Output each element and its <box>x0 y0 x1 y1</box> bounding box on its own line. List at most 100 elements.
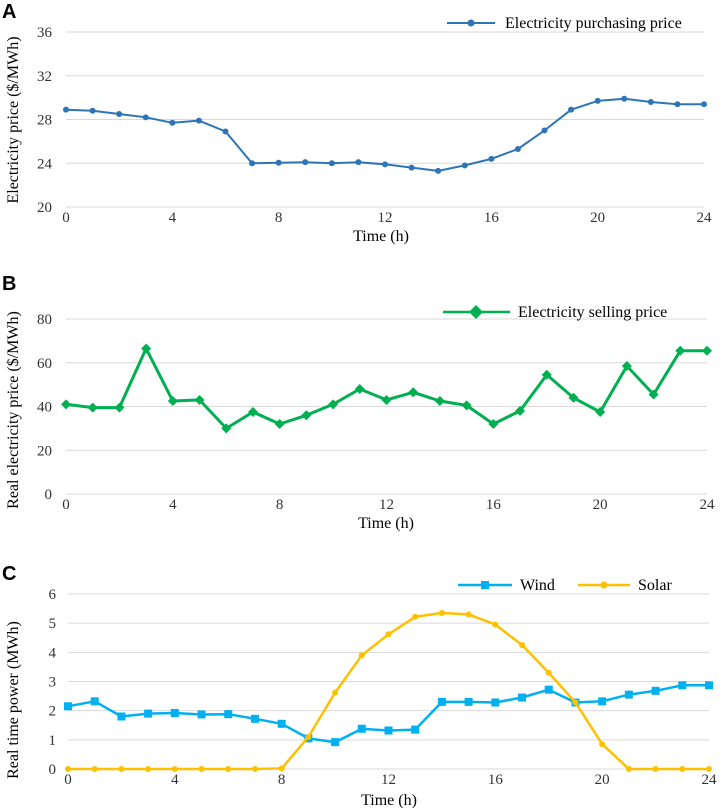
data-point-electricity-selling-price <box>675 345 686 356</box>
series-line-electricity-purchasing-price <box>65 97 704 172</box>
panel-a-ytick-label: 24 <box>37 156 53 172</box>
series-line-electricity-selling-price <box>65 347 707 430</box>
panel-b-grid <box>66 318 707 495</box>
legend-purchasing-label: Electricity purchasing price <box>505 15 682 32</box>
data-point-electricity-selling-price <box>141 343 152 354</box>
data-point-electricity-selling-price <box>194 394 205 405</box>
data-point-solar <box>65 766 71 772</box>
data-point-electricity-purchasing-price <box>89 107 96 114</box>
panel-a-ylabel: Electricity price ($/MWh) <box>5 36 22 203</box>
data-point-electricity-purchasing-price <box>222 128 229 135</box>
data-point-electricity-selling-price <box>61 399 71 410</box>
legend-solar-swatch-marker <box>600 581 608 589</box>
data-point-electricity-purchasing-price <box>488 155 495 162</box>
data-point-solar <box>465 611 472 618</box>
panel-a-xlabel: Time (h) <box>353 228 409 245</box>
panel-c-legend: Wind Solar <box>458 577 672 594</box>
panel-a-series <box>63 95 707 174</box>
panel-a-ytick-label: 36 <box>37 25 53 41</box>
data-point-solar <box>438 609 445 616</box>
panel-b-ytick-label: 20 <box>37 443 52 459</box>
data-point-solar <box>572 699 579 706</box>
panel-b-xtick-label: 8 <box>276 497 284 513</box>
data-point-wind <box>170 709 179 717</box>
data-point-electricity-selling-price <box>221 423 232 434</box>
data-point-solar <box>412 613 419 620</box>
panel-c-ytick-label: 0 <box>49 762 57 778</box>
data-point-electricity-selling-price <box>648 389 659 400</box>
data-point-wind <box>197 710 206 719</box>
data-point-electricity-selling-price <box>434 396 445 407</box>
panel-b-ytick-label: 60 <box>37 356 52 372</box>
panel-a-xtick-label: 12 <box>378 210 393 226</box>
data-point-electricity-selling-price <box>461 400 472 411</box>
data-point-electricity-selling-price <box>541 369 552 380</box>
data-point-electricity-selling-price <box>381 394 392 405</box>
data-point-electricity-selling-price <box>408 387 419 398</box>
legend-purchasing-swatch-marker <box>467 19 475 27</box>
data-point-wind <box>437 697 446 706</box>
data-point-electricity-purchasing-price <box>541 127 548 134</box>
panel-c-xlabel: Time (h) <box>361 792 417 808</box>
data-point-wind <box>331 738 340 747</box>
panel-c-ytick-label: 3 <box>49 675 57 691</box>
panel-c-xtick-label: 20 <box>595 772 610 788</box>
data-point-wind <box>64 702 72 711</box>
panel-a-grid <box>66 31 704 208</box>
data-point-electricity-purchasing-price <box>674 101 681 108</box>
data-point-wind <box>250 714 259 723</box>
panel-c-xtick-label: 8 <box>278 772 286 788</box>
data-point-solar <box>251 766 258 772</box>
data-point-electricity-purchasing-price <box>647 99 654 105</box>
panel-b-xtick-label: 24 <box>700 497 716 513</box>
panel-a-xtick-label: 24 <box>697 210 713 226</box>
panel-c-ylabel: Real time power (MWh) <box>5 621 22 779</box>
panel-c-letter: C <box>2 563 16 585</box>
panel-a-xtick-label: 4 <box>169 210 177 226</box>
data-point-electricity-purchasing-price <box>568 106 575 113</box>
panel-c-xtick-label: 24 <box>702 772 718 788</box>
data-point-solar <box>652 766 659 772</box>
data-point-electricity-selling-price <box>515 405 526 416</box>
panel-a-xtick-label: 8 <box>275 210 283 226</box>
data-point-wind <box>117 712 126 721</box>
data-point-electricity-selling-price <box>328 399 339 410</box>
data-point-electricity-purchasing-price <box>621 95 628 102</box>
data-point-solar <box>171 766 178 772</box>
data-point-solar <box>198 766 205 772</box>
data-point-electricity-selling-price <box>87 402 98 413</box>
panel-b-xticks: 0 4 8 12 16 20 24 <box>62 497 715 513</box>
panel-c-ytick-label: 2 <box>49 704 57 720</box>
panel-a-ytick-label: 20 <box>37 200 52 216</box>
panel-a-letter: A <box>2 1 16 23</box>
data-point-wind <box>357 724 366 733</box>
data-point-electricity-purchasing-price <box>63 106 69 113</box>
data-point-electricity-purchasing-price <box>328 160 335 167</box>
panel-b: B 0 20 40 60 80 0 4 8 12 16 20 24 Time (h) Real el… <box>2 273 715 532</box>
data-point-solar <box>385 631 392 638</box>
data-point-wind <box>144 709 153 718</box>
legend-solar-label: Solar <box>638 577 672 594</box>
data-point-wind <box>411 725 420 734</box>
data-point-solar <box>358 652 365 659</box>
panel-b-yticks: 0 20 40 60 80 <box>37 312 52 503</box>
panel-a-xtick-label: 0 <box>62 210 70 226</box>
panel-b-xtick-label: 0 <box>62 497 70 513</box>
panel-a-xticks: 0 4 8 12 16 20 24 <box>62 210 712 226</box>
data-point-solar <box>492 621 499 628</box>
panel-c-yticks: 0 1 2 3 4 5 6 <box>49 587 57 778</box>
data-point-electricity-purchasing-price <box>142 114 149 121</box>
data-point-electricity-purchasing-price <box>249 160 256 167</box>
data-point-electricity-purchasing-price <box>169 119 176 126</box>
data-point-wind <box>598 697 607 706</box>
data-point-wind <box>705 681 713 690</box>
data-point-solar <box>118 766 125 772</box>
data-point-wind <box>224 710 233 719</box>
data-point-wind <box>277 719 286 728</box>
panel-a-xtick-label: 20 <box>590 210 605 226</box>
panel-c-xtick-label: 4 <box>171 772 179 788</box>
data-point-electricity-purchasing-price <box>435 167 442 174</box>
panel-b-ylabel: Real electricity price ($/MWh) <box>5 311 22 509</box>
